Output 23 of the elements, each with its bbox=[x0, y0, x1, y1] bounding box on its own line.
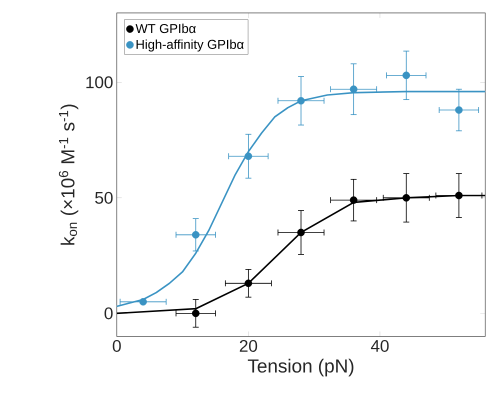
x-tick-label: 0 bbox=[112, 340, 121, 352]
point bbox=[192, 309, 200, 317]
point bbox=[244, 152, 252, 160]
x-axis-title: Tension (pN) bbox=[248, 358, 354, 376]
y-tick-label: 0 bbox=[104, 307, 113, 320]
text: k$_{on}$ (×10$^{6}$ M$^{-1}$ s$^{-1}$) bbox=[58, 104, 78, 245]
point bbox=[350, 196, 358, 204]
point bbox=[455, 106, 463, 114]
point bbox=[297, 96, 305, 104]
point bbox=[139, 298, 147, 306]
point bbox=[402, 194, 410, 202]
legend-label: WT GPIbα bbox=[136, 23, 196, 33]
point bbox=[297, 228, 305, 236]
point bbox=[350, 85, 358, 93]
point bbox=[244, 279, 252, 287]
point bbox=[402, 71, 410, 79]
point bbox=[192, 230, 200, 238]
y-tick-label: 50 bbox=[95, 192, 113, 204]
x-tick-label: 20 bbox=[240, 340, 258, 352]
point bbox=[455, 192, 463, 200]
legend-label: High-affinity GPIbα bbox=[136, 39, 244, 52]
y-tick-label: 100 bbox=[86, 76, 113, 88]
x-tick-label: 40 bbox=[370, 340, 389, 352]
